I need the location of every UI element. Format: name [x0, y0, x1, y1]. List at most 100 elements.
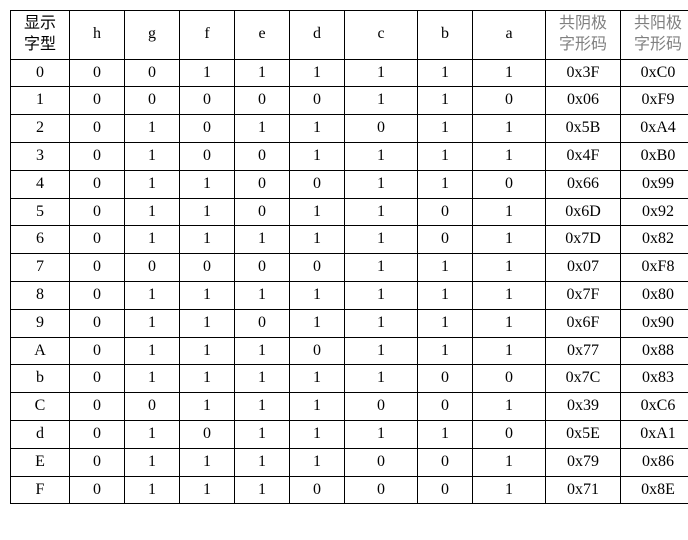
- cell-b: 1: [418, 420, 473, 448]
- cell-a: 1: [473, 309, 546, 337]
- cell-g: 1: [125, 198, 180, 226]
- cell-a: 1: [473, 393, 546, 421]
- header-anode-line2: 字形码: [625, 35, 688, 56]
- cell-d: 0: [290, 254, 345, 282]
- cell-f: 1: [180, 198, 235, 226]
- cell-d: 1: [290, 226, 345, 254]
- table-row: 1000001100x060xF9: [11, 87, 688, 115]
- cell-h: 0: [70, 420, 125, 448]
- cell-d: 1: [290, 448, 345, 476]
- cell-e: 0: [235, 142, 290, 170]
- cell-c: 1: [345, 87, 418, 115]
- cell-g: 0: [125, 393, 180, 421]
- cell-char: 3: [11, 142, 70, 170]
- cell-f: 0: [180, 142, 235, 170]
- cell-a: 1: [473, 198, 546, 226]
- cell-anode: 0x99: [621, 170, 688, 198]
- table-row: d010111100x5E0xA1: [11, 420, 688, 448]
- header-bit-f: f: [180, 11, 235, 60]
- cell-b: 1: [418, 170, 473, 198]
- header-bit-h: h: [70, 11, 125, 60]
- cell-f: 1: [180, 393, 235, 421]
- cell-cathode: 0x79: [546, 448, 621, 476]
- table-row: A011101110x770x88: [11, 337, 688, 365]
- cell-d: 1: [290, 309, 345, 337]
- cell-h: 0: [70, 448, 125, 476]
- cell-h: 0: [70, 476, 125, 504]
- cell-e: 1: [235, 281, 290, 309]
- cell-char: 6: [11, 226, 70, 254]
- cell-cathode: 0x6D: [546, 198, 621, 226]
- cell-d: 1: [290, 393, 345, 421]
- cell-anode: 0x92: [621, 198, 688, 226]
- cell-h: 0: [70, 309, 125, 337]
- cell-b: 0: [418, 476, 473, 504]
- cell-d: 1: [290, 281, 345, 309]
- cell-b: 0: [418, 226, 473, 254]
- cell-h: 0: [70, 198, 125, 226]
- cell-anode: 0x86: [621, 448, 688, 476]
- table-row: 3010011110x4F0xB0: [11, 142, 688, 170]
- cell-char: b: [11, 365, 70, 393]
- table-header-row: 显示 字型 h g f e d c b a 共阴极 字形码 共阳极 字形码: [11, 11, 688, 60]
- table-row: 2010110110x5B0xA4: [11, 115, 688, 143]
- cell-e: 1: [235, 226, 290, 254]
- table-row: E011110010x790x86: [11, 448, 688, 476]
- cell-char: 8: [11, 281, 70, 309]
- table-row: 4011001100x660x99: [11, 170, 688, 198]
- header-bit-c: c: [345, 11, 418, 60]
- cell-c: 1: [345, 309, 418, 337]
- cell-a: 0: [473, 420, 546, 448]
- cell-char: 4: [11, 170, 70, 198]
- cell-c: 1: [345, 254, 418, 282]
- cell-anode: 0xA4: [621, 115, 688, 143]
- cell-e: 1: [235, 393, 290, 421]
- cell-h: 0: [70, 59, 125, 87]
- cell-g: 1: [125, 420, 180, 448]
- header-common-cathode: 共阴极 字形码: [546, 11, 621, 60]
- header-display-char: 显示 字型: [11, 11, 70, 60]
- cell-c: 1: [345, 198, 418, 226]
- cell-b: 0: [418, 393, 473, 421]
- header-display-line1: 显示: [15, 14, 65, 35]
- cell-f: 1: [180, 226, 235, 254]
- table-body: 0001111110x3F0xC01000001100x060xF9201011…: [11, 59, 688, 504]
- cell-cathode: 0x7C: [546, 365, 621, 393]
- cell-b: 1: [418, 337, 473, 365]
- header-cathode-line2: 字形码: [550, 35, 616, 56]
- cell-e: 0: [235, 254, 290, 282]
- cell-anode: 0x90: [621, 309, 688, 337]
- cell-b: 1: [418, 281, 473, 309]
- table-row: b011111000x7C0x83: [11, 365, 688, 393]
- cell-g: 1: [125, 365, 180, 393]
- cell-f: 0: [180, 254, 235, 282]
- cell-h: 0: [70, 393, 125, 421]
- cell-d: 1: [290, 59, 345, 87]
- cell-e: 0: [235, 198, 290, 226]
- cell-char: F: [11, 476, 70, 504]
- cell-g: 1: [125, 448, 180, 476]
- table-row: 5011011010x6D0x92: [11, 198, 688, 226]
- cell-d: 1: [290, 198, 345, 226]
- cell-g: 1: [125, 281, 180, 309]
- cell-b: 1: [418, 254, 473, 282]
- cell-anode: 0xA1: [621, 420, 688, 448]
- cell-h: 0: [70, 254, 125, 282]
- cell-f: 1: [180, 476, 235, 504]
- cell-cathode: 0x7F: [546, 281, 621, 309]
- table-row: F011100010x710x8E: [11, 476, 688, 504]
- cell-a: 1: [473, 59, 546, 87]
- cell-a: 0: [473, 87, 546, 115]
- cell-b: 1: [418, 142, 473, 170]
- cell-e: 1: [235, 420, 290, 448]
- header-common-anode: 共阳极 字形码: [621, 11, 688, 60]
- cell-e: 1: [235, 365, 290, 393]
- cell-d: 0: [290, 337, 345, 365]
- cell-cathode: 0x3F: [546, 59, 621, 87]
- cell-char: 0: [11, 59, 70, 87]
- cell-anode: 0xC6: [621, 393, 688, 421]
- header-bit-e: e: [235, 11, 290, 60]
- cell-h: 0: [70, 87, 125, 115]
- cell-c: 1: [345, 420, 418, 448]
- cell-e: 1: [235, 115, 290, 143]
